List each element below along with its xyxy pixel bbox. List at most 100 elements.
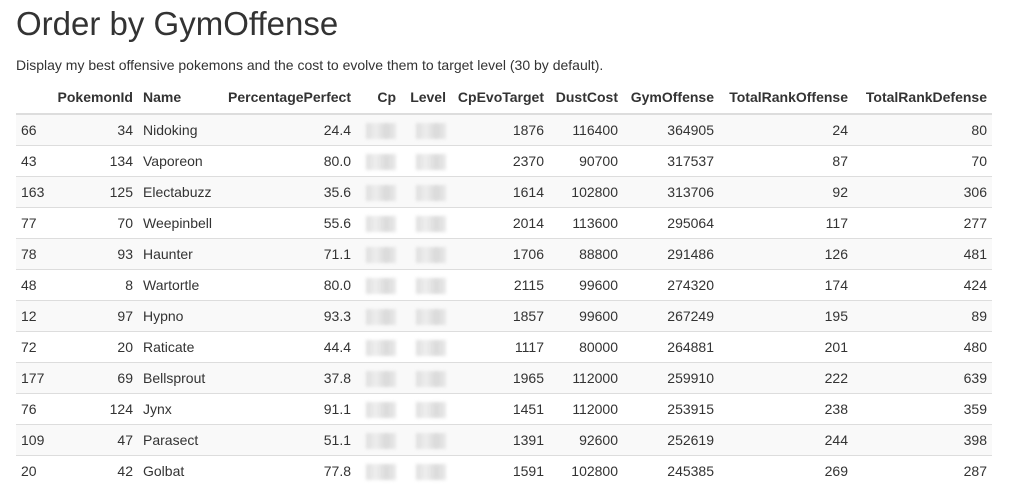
cell-percentage-perfect: 24.4 xyxy=(218,113,356,146)
cell-gym-offense: 291486 xyxy=(623,238,719,270)
table-row: 77 70 Weepinbell 55.6 2014 113600 295064… xyxy=(16,207,992,239)
cell-cp-evo-target: 1965 xyxy=(451,362,549,394)
table-row: 43 134 Vaporeon 80.0 2370 90700 317537 8… xyxy=(16,145,992,177)
cell-name: Golbat xyxy=(138,455,218,486)
cell-level xyxy=(401,176,451,208)
cell-total-rank-defense: 639 xyxy=(853,362,992,394)
cell-total-rank-defense: 398 xyxy=(853,424,992,456)
cell-level xyxy=(401,113,451,146)
redacted-level xyxy=(416,246,446,263)
cell-cp-evo-target: 1451 xyxy=(451,393,549,425)
col-header-total-rank-offense: TotalRankOffense xyxy=(719,81,853,115)
cell-cp-evo-target: 1591 xyxy=(451,455,549,486)
cell-total-rank-defense: 359 xyxy=(853,393,992,425)
cell-level xyxy=(401,455,451,486)
cell-cp xyxy=(356,455,401,486)
col-header-level: Level xyxy=(401,81,451,115)
pokemon-table: PokemonId Name PercentagePerfect Cp Leve… xyxy=(16,81,992,486)
cell-cp-evo-target: 2014 xyxy=(451,207,549,239)
cell-pokemon-id: 124 xyxy=(48,393,138,425)
col-header-name: Name xyxy=(138,81,218,115)
cell-total-rank-offense: 92 xyxy=(719,176,853,208)
col-header-percentage-perfect: PercentagePerfect xyxy=(218,81,356,115)
redacted-cp xyxy=(366,153,396,170)
redacted-cp xyxy=(366,308,396,325)
cell-name: Bellsprout xyxy=(138,362,218,394)
cell-pokemon-id: 70 xyxy=(48,207,138,239)
redacted-level xyxy=(416,339,446,356)
cell-total-rank-offense: 87 xyxy=(719,145,853,177)
cell-percentage-perfect: 93.3 xyxy=(218,300,356,332)
cell-index: 43 xyxy=(16,145,48,177)
cell-dust-cost: 80000 xyxy=(549,331,623,363)
cell-total-rank-offense: 24 xyxy=(719,113,853,146)
cell-percentage-perfect: 77.8 xyxy=(218,455,356,486)
col-header-gym-offense: GymOffense xyxy=(623,81,719,115)
cell-level xyxy=(401,331,451,363)
cell-dust-cost: 90700 xyxy=(549,145,623,177)
cell-cp-evo-target: 1391 xyxy=(451,424,549,456)
col-header-total-rank-defense: TotalRankDefense xyxy=(853,81,992,115)
col-header-index xyxy=(16,81,48,115)
redacted-cp xyxy=(366,246,396,263)
cell-pokemon-id: 69 xyxy=(48,362,138,394)
cell-pokemon-id: 93 xyxy=(48,238,138,270)
cell-total-rank-offense: 222 xyxy=(719,362,853,394)
cell-total-rank-offense: 117 xyxy=(719,207,853,239)
redacted-level xyxy=(416,370,446,387)
cell-level xyxy=(401,393,451,425)
cell-level xyxy=(401,145,451,177)
page-description: Display my best offensive pokemons and t… xyxy=(16,57,604,73)
cell-pokemon-id: 20 xyxy=(48,331,138,363)
table-row: 76 124 Jynx 91.1 1451 112000 253915 238 … xyxy=(16,393,992,425)
redacted-level xyxy=(416,153,446,170)
cell-cp-evo-target: 1614 xyxy=(451,176,549,208)
cell-cp xyxy=(356,238,401,270)
cell-index: 163 xyxy=(16,176,48,208)
cell-gym-offense: 295064 xyxy=(623,207,719,239)
cell-pokemon-id: 42 xyxy=(48,455,138,486)
cell-total-rank-offense: 201 xyxy=(719,331,853,363)
cell-total-rank-defense: 481 xyxy=(853,238,992,270)
cell-index: 12 xyxy=(16,300,48,332)
cell-gym-offense: 274320 xyxy=(623,269,719,301)
cell-cp xyxy=(356,269,401,301)
cell-total-rank-offense: 174 xyxy=(719,269,853,301)
page-title: Order by GymOffense xyxy=(16,5,339,42)
redacted-cp xyxy=(366,339,396,356)
cell-dust-cost: 92600 xyxy=(549,424,623,456)
cell-name: Parasect xyxy=(138,424,218,456)
cell-percentage-perfect: 80.0 xyxy=(218,145,356,177)
cell-level xyxy=(401,207,451,239)
cell-gym-offense: 313706 xyxy=(623,176,719,208)
table-row: 66 34 Nidoking 24.4 1876 116400 364905 2… xyxy=(16,113,992,146)
cell-dust-cost: 102800 xyxy=(549,455,623,486)
redacted-cp xyxy=(366,432,396,449)
col-header-cp-evo-target: CpEvoTarget xyxy=(451,81,549,115)
cell-dust-cost: 113600 xyxy=(549,207,623,239)
cell-index: 66 xyxy=(16,113,48,146)
cell-total-rank-defense: 424 xyxy=(853,269,992,301)
cell-index: 76 xyxy=(16,393,48,425)
redacted-cp xyxy=(366,122,396,139)
cell-pokemon-id: 97 xyxy=(48,300,138,332)
cell-gym-offense: 253915 xyxy=(623,393,719,425)
cell-cp xyxy=(356,300,401,332)
cell-cp xyxy=(356,113,401,146)
cell-dust-cost: 102800 xyxy=(549,176,623,208)
cell-name: Nidoking xyxy=(138,113,218,146)
cell-percentage-perfect: 55.6 xyxy=(218,207,356,239)
cell-pokemon-id: 134 xyxy=(48,145,138,177)
cell-percentage-perfect: 80.0 xyxy=(218,269,356,301)
cell-percentage-perfect: 51.1 xyxy=(218,424,356,456)
table-row: 72 20 Raticate 44.4 1117 80000 264881 20… xyxy=(16,331,992,363)
cell-dust-cost: 99600 xyxy=(549,269,623,301)
cell-pokemon-id: 125 xyxy=(48,176,138,208)
col-header-cp: Cp xyxy=(356,81,401,115)
cell-index: 78 xyxy=(16,238,48,270)
cell-cp xyxy=(356,362,401,394)
cell-gym-offense: 264881 xyxy=(623,331,719,363)
cell-dust-cost: 99600 xyxy=(549,300,623,332)
cell-total-rank-offense: 195 xyxy=(719,300,853,332)
cell-dust-cost: 112000 xyxy=(549,362,623,394)
